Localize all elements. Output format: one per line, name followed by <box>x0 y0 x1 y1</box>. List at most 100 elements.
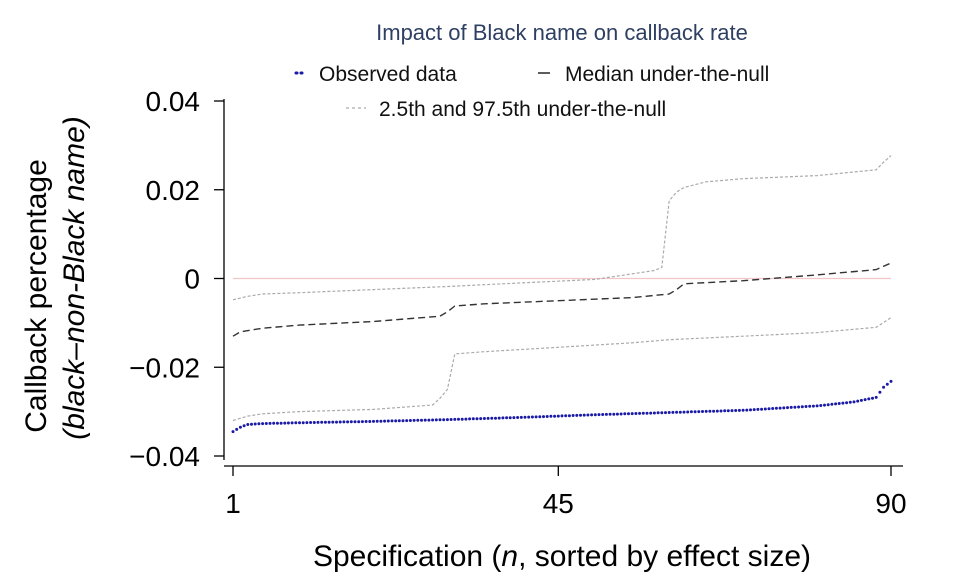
observed-point <box>619 412 623 416</box>
observed-point <box>412 418 416 422</box>
observed-point <box>349 420 353 424</box>
observed-point <box>741 408 745 412</box>
observed-point <box>549 414 553 418</box>
observed-point <box>564 414 568 418</box>
observed-point <box>519 415 523 419</box>
observed-point <box>272 421 276 425</box>
observed-point <box>627 412 630 416</box>
legend: Observed data Median under-the-null 2.5t… <box>294 63 769 121</box>
observed-point <box>593 413 597 417</box>
observed-point <box>678 410 682 414</box>
observed-point <box>834 402 838 406</box>
observed-point <box>859 398 863 402</box>
observed-point <box>715 409 719 413</box>
observed-point <box>889 379 893 383</box>
observed-point <box>290 421 294 425</box>
observed-point <box>346 420 350 424</box>
observed-point <box>335 420 338 424</box>
y-tick-label: 0.04 <box>146 86 201 117</box>
observed-point <box>516 416 520 419</box>
observed-point <box>423 418 427 422</box>
y-tick-label: 0.02 <box>146 175 201 206</box>
observed-point <box>427 418 431 422</box>
observed-point <box>527 415 531 419</box>
observed-point <box>320 420 324 424</box>
observed-point <box>652 411 656 415</box>
observed-point <box>723 409 727 413</box>
observed-point <box>231 430 235 434</box>
observed-point <box>449 418 453 421</box>
observed-point <box>275 421 279 425</box>
observed-point <box>819 404 823 407</box>
observed-point <box>460 417 464 421</box>
observed-point <box>697 410 701 414</box>
observed-point <box>800 405 804 409</box>
observed-point <box>305 421 309 425</box>
observed-point <box>250 422 253 426</box>
observed-point <box>789 405 793 409</box>
observed-point <box>246 423 250 426</box>
observed-point <box>867 397 871 401</box>
observed-point <box>586 413 590 417</box>
observed-point <box>294 421 298 425</box>
x-axis-label: Specification (n, sorted by effect size) <box>313 540 811 573</box>
legend-label-median: Median under-the-null <box>565 63 769 86</box>
observed-point <box>471 417 475 421</box>
observed-point <box>885 382 889 386</box>
observed-point <box>638 411 642 415</box>
observed-point <box>468 417 472 421</box>
observed-point <box>386 419 390 423</box>
observed-point <box>856 399 860 403</box>
observed-point <box>442 418 446 422</box>
observed-point <box>416 418 420 422</box>
observed-point <box>508 416 512 420</box>
observed-point <box>737 408 741 412</box>
observed-point <box>771 407 775 410</box>
observed-point <box>357 420 361 424</box>
observed-point <box>383 419 387 423</box>
observed-point <box>608 412 612 416</box>
observed-point <box>671 410 675 414</box>
observed-point <box>445 418 449 422</box>
observed-point <box>808 404 812 408</box>
observed-point <box>342 420 346 424</box>
y-tick-label: 0 <box>184 264 200 295</box>
observed-point <box>298 421 301 425</box>
observed-point <box>786 406 789 410</box>
observed-point <box>482 417 486 420</box>
observed-point <box>501 416 505 420</box>
observed-point <box>704 409 708 413</box>
observed-point <box>360 420 364 424</box>
observed-point <box>675 410 679 414</box>
observed-point <box>486 416 490 420</box>
observed-point <box>420 418 423 422</box>
observed-point <box>431 418 435 422</box>
observed-point <box>882 385 886 389</box>
observed-point <box>701 410 704 413</box>
observed-point <box>667 411 671 414</box>
observed-point <box>841 401 845 405</box>
observed-point <box>597 413 601 417</box>
observed-point <box>353 420 357 424</box>
observed-point <box>453 417 457 421</box>
observed-point <box>830 402 834 406</box>
observed-point <box>760 407 764 411</box>
observed-point <box>457 417 460 421</box>
observed-point <box>571 414 575 417</box>
observed-point <box>811 404 815 408</box>
y-tick-label: −0.04 <box>129 441 200 472</box>
observed-point <box>641 411 645 415</box>
observed-point <box>364 420 368 423</box>
observed-point <box>797 405 801 409</box>
observed-point <box>871 396 874 400</box>
observed-point <box>538 415 542 419</box>
observed-point <box>264 422 268 425</box>
observed-point <box>660 411 664 415</box>
observed-point <box>283 421 287 425</box>
observed-point <box>397 419 401 423</box>
observed-point <box>749 408 752 412</box>
observed-point <box>712 409 716 413</box>
observed-point <box>530 415 534 419</box>
chart-title: Impact of Black name on callback rate <box>376 20 748 45</box>
